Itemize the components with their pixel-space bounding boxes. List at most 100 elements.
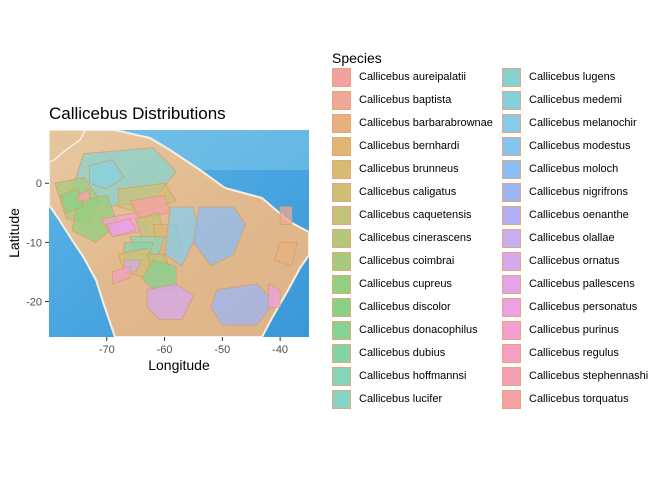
legend-item: Callicebus caquetensis: [332, 205, 502, 228]
legend-item: Callicebus purinus: [502, 320, 672, 343]
species-range: [273, 241, 298, 267]
legend-label: Callicebus brunneus: [359, 163, 459, 175]
species-range: [112, 265, 131, 285]
legend-key-swatch: [502, 91, 521, 110]
legend-key-swatch: [332, 367, 351, 386]
y-axis: 0 -10 -20: [26, 178, 49, 309]
y-tick-label: -10: [26, 237, 42, 249]
legend-label: Callicebus medemi: [529, 94, 622, 106]
legend-label: Callicebus bernhardi: [359, 140, 460, 152]
legend-key-swatch: [502, 229, 521, 248]
legend-key-swatch: [502, 367, 521, 386]
legend-item: Callicebus lucifer: [332, 389, 502, 412]
legend-item: Callicebus cupreus: [332, 274, 502, 297]
legend-item: Callicebus aureipalatii: [332, 67, 502, 90]
legend-label: Callicebus donacophilus: [359, 324, 478, 336]
legend-key-swatch: [332, 91, 351, 110]
legend-key-swatch: [502, 183, 521, 202]
legend-key-swatch: [502, 206, 521, 225]
legend-label: Callicebus oenanthe: [529, 209, 629, 221]
y-axis-title: Latitude: [6, 208, 22, 258]
species-range: [164, 206, 200, 267]
legend-key-swatch: [332, 344, 351, 363]
legend-item: Callicebus moloch: [502, 159, 672, 182]
legend-key-swatch: [502, 160, 521, 179]
legend-item: Callicebus lugens: [502, 67, 672, 90]
legend-label: Callicebus stephennashi: [529, 370, 649, 382]
legend-label: Callicebus barbarabrownae: [359, 117, 493, 129]
x-tick-label: -70: [99, 344, 115, 356]
legend-item: Callicebus olallae: [502, 228, 672, 251]
central-america-landmass: [49, 130, 86, 163]
legend-key-swatch: [332, 68, 351, 87]
legend-label: Callicebus lucifer: [359, 393, 443, 405]
legend-item: Callicebus torquatus: [502, 389, 672, 412]
legend-label: Callicebus dubius: [359, 347, 446, 359]
x-axis-title: Longitude: [148, 357, 210, 373]
x-tick-label: -50: [214, 344, 230, 356]
legend-key-swatch: [502, 298, 521, 317]
legend-key-swatch: [332, 298, 351, 317]
legend-key-swatch: [332, 390, 351, 409]
legend-label: Callicebus cinerascens: [359, 232, 472, 244]
legend-key-swatch: [502, 390, 521, 409]
y-tick-label: -20: [26, 297, 42, 309]
legend-item: Callicebus regulus: [502, 343, 672, 366]
legend-key-swatch: [502, 252, 521, 271]
legend-label: Callicebus coimbrai: [359, 255, 455, 267]
legend-item: Callicebus cinerascens: [332, 228, 502, 251]
legend-key-swatch: [502, 344, 521, 363]
legend-item: Callicebus barbarabrownae: [332, 113, 502, 136]
legend-label: Callicebus hoffmannsi: [359, 370, 467, 382]
legend-key-swatch: [332, 114, 351, 133]
legend-item: Callicebus discolor: [332, 297, 502, 320]
legend-title: Species: [332, 50, 382, 66]
legend-key-swatch: [332, 206, 351, 225]
legend-key-swatch: [332, 275, 351, 294]
legend-label: Callicebus cupreus: [359, 278, 452, 290]
legend-label: Callicebus lugens: [529, 71, 616, 83]
legend-item: Callicebus oenanthe: [502, 205, 672, 228]
legend-label: Callicebus nigrifrons: [529, 186, 629, 198]
legend-label: Callicebus baptista: [359, 94, 452, 106]
legend-label: Callicebus purinus: [529, 324, 619, 336]
legend-item: Callicebus baptista: [332, 90, 502, 113]
x-axis: -70 -60 -50 -40: [99, 337, 288, 356]
legend-item: Callicebus donacophilus: [332, 320, 502, 343]
legend-item: Callicebus medemi: [502, 90, 672, 113]
legend-key-swatch: [332, 137, 351, 156]
legend-item: Callicebus brunneus: [332, 159, 502, 182]
species-range: [89, 159, 125, 190]
legend-item: Callicebus nigrifrons: [502, 182, 672, 205]
x-tick-label: -40: [272, 344, 288, 356]
legend-item: Callicebus ornatus: [502, 251, 672, 274]
legend-key-swatch: [502, 114, 521, 133]
legend-label: Callicebus discolor: [359, 301, 451, 313]
legend-item: Callicebus modestus: [502, 136, 672, 159]
legend-label: Callicebus torquatus: [529, 393, 629, 405]
legend-label: Callicebus olallae: [529, 232, 615, 244]
y-tick-label: 0: [36, 178, 42, 190]
species-range: [106, 218, 137, 237]
legend-item: Callicebus coimbrai: [332, 251, 502, 274]
species-range: [279, 206, 293, 226]
legend-label: Callicebus ornatus: [529, 255, 620, 267]
legend-label: Callicebus caligatus: [359, 186, 457, 198]
legend-label: Callicebus regulus: [529, 347, 619, 359]
legend-item: Callicebus personatus: [502, 297, 672, 320]
species-range: [192, 206, 246, 267]
species-ranges: [54, 147, 298, 326]
legend-item: Callicebus pallescens: [502, 274, 672, 297]
legend-label: Callicebus personatus: [529, 301, 638, 313]
legend-label: Callicebus caquetensis: [359, 209, 472, 221]
legend-label: Callicebus aureipalatii: [359, 71, 467, 83]
legend-item: Callicebus bernhardi: [332, 136, 502, 159]
legend-label: Callicebus pallescens: [529, 278, 635, 290]
legend-key-swatch: [332, 183, 351, 202]
legend-key-swatch: [502, 68, 521, 87]
legend-key-swatch: [332, 160, 351, 179]
species-range: [77, 188, 90, 202]
legend-item: Callicebus hoffmannsi: [332, 366, 502, 389]
legend-key-swatch: [502, 137, 521, 156]
